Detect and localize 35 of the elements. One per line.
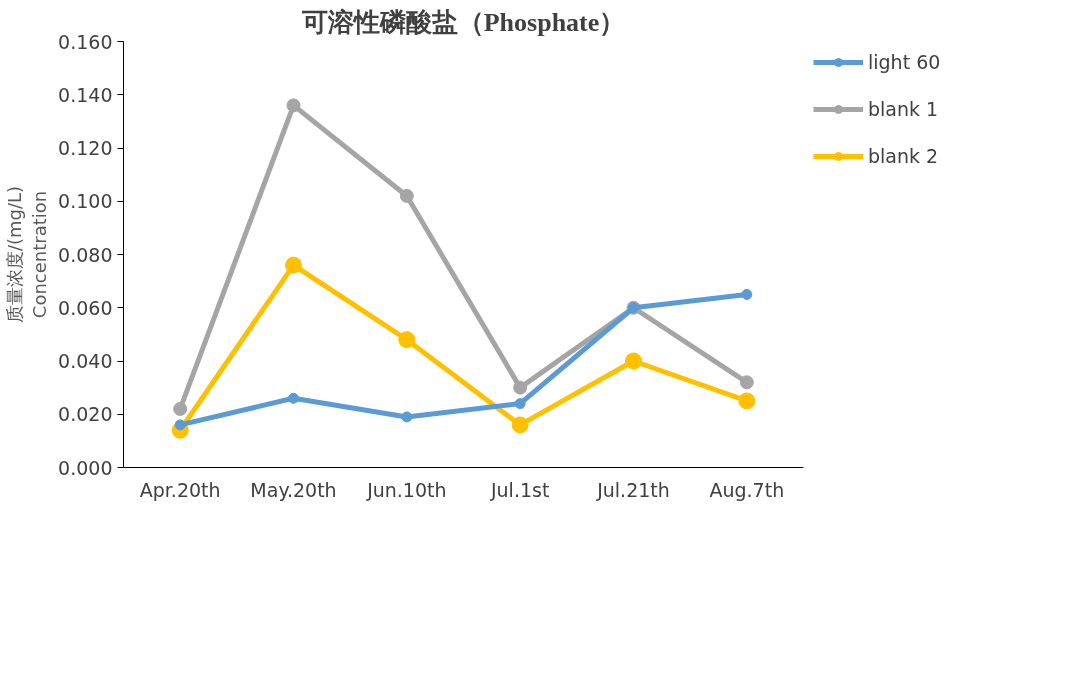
point bbox=[285, 256, 302, 274]
y-tick-label: 0.100 bbox=[58, 190, 113, 213]
y-tick-label: 0.040 bbox=[58, 350, 113, 372]
point bbox=[174, 419, 186, 431]
x-tick-label: Jul.21th bbox=[596, 478, 670, 501]
legend-label: blank 2 bbox=[868, 145, 939, 167]
x-tick-label: Jun.10th bbox=[366, 478, 447, 501]
y-tick-label: 0.160 bbox=[58, 30, 113, 53]
y-tick-label: 0.000 bbox=[58, 456, 113, 479]
point bbox=[511, 416, 529, 434]
y-tick-label: 0.060 bbox=[58, 296, 113, 319]
point bbox=[173, 401, 188, 416]
point bbox=[401, 411, 413, 423]
x-tick-label: Jul.1st bbox=[489, 478, 550, 501]
point bbox=[286, 98, 301, 113]
y-tick-label: 0.020 bbox=[58, 403, 113, 426]
y-tick-label: 0.120 bbox=[58, 137, 113, 159]
point bbox=[399, 188, 414, 203]
x-tick-label: Apr.20th bbox=[139, 478, 221, 501]
y-tick-label: 0.140 bbox=[58, 83, 113, 106]
point bbox=[513, 380, 528, 395]
x-tick-label: May.20th bbox=[250, 478, 337, 501]
chart-title: 可溶性磷酸盐（Phosphate） bbox=[300, 7, 626, 37]
point bbox=[398, 331, 416, 349]
legend-label: blank 1 bbox=[868, 98, 939, 120]
point bbox=[741, 288, 753, 300]
point bbox=[739, 375, 754, 390]
y-axis-title: 质量浓度/(mg/L) Concentration bbox=[3, 185, 51, 324]
point bbox=[514, 398, 526, 410]
point bbox=[625, 352, 642, 370]
x-tick-label: Aug.7th bbox=[709, 478, 785, 501]
legend-label: light 60 bbox=[868, 51, 941, 73]
point bbox=[288, 392, 299, 404]
point bbox=[738, 392, 756, 410]
y-tick-label: 0.080 bbox=[58, 243, 113, 266]
